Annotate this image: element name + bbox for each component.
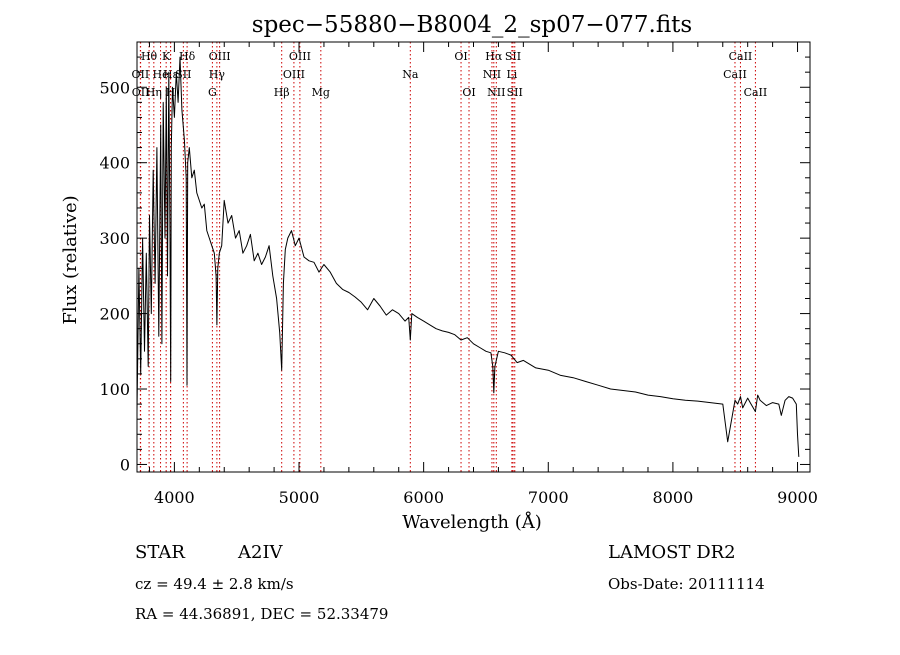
object-subclass: A2IV: [237, 542, 284, 563]
spectral-line-label: He: [153, 68, 169, 81]
spectral-line-label: Mg: [312, 86, 330, 99]
survey-name: LAMOST DR2: [608, 542, 736, 563]
x-tick-label: 9000: [777, 488, 818, 507]
x-tick-label: 5000: [279, 488, 320, 507]
x-tick-label: 4000: [154, 488, 195, 507]
spectral-line-label: Hθ: [141, 50, 158, 63]
spectral-line-label: OIII: [289, 50, 311, 63]
y-tick-label: 200: [99, 305, 130, 324]
spectral-line-label: Hβ: [274, 86, 290, 99]
spectral-line-label: Hη: [146, 86, 162, 99]
spectrum-line: [136, 56, 800, 457]
spectral-line-label: Hγ: [209, 68, 226, 81]
spectral-line-label: SII: [175, 68, 191, 81]
x-axis-label: Wavelength (Å): [402, 511, 542, 533]
spectral-line-label: OIII: [209, 50, 231, 63]
spectral-line-label: CaII: [723, 68, 747, 81]
spectral-line-label: K: [162, 50, 171, 63]
spectral-line-label: G: [208, 86, 217, 99]
redshift-velocity: cz = 49.4 ± 2.8 km/s: [135, 575, 294, 593]
spectral-line-label: NII: [487, 86, 505, 99]
plot-frame: [136, 41, 811, 473]
spectral-line-label: OI: [462, 86, 475, 99]
observation-date: Obs-Date: 20111114: [608, 575, 765, 593]
spectral-line-label: OI: [454, 50, 467, 63]
y-axis-label: Flux (relative): [60, 195, 81, 324]
y-tick-label: 300: [99, 229, 130, 248]
y-tick-label: 100: [99, 380, 130, 399]
spectral-line-label: H: [166, 86, 176, 99]
spectrum-series: [136, 56, 800, 457]
x-tick-label: 6000: [403, 488, 444, 507]
chart-title: spec−55880−B8004_2_sp07−077.fits: [252, 12, 692, 38]
coordinates: RA = 44.36891, DEC = 52.33479: [135, 605, 388, 623]
spectral-line-label: OIII: [283, 68, 305, 81]
spectral-line-label: CaII: [729, 50, 753, 63]
object-class: STAR: [135, 542, 185, 563]
spectral-line-label: CaII: [744, 86, 768, 99]
y-tick-label: 500: [99, 78, 130, 97]
spectral-line-label: OII: [132, 86, 150, 99]
spectral-line-label: Na: [402, 68, 419, 81]
spectral-line-label: SII: [505, 50, 521, 63]
spectral-line-label: Hδ: [179, 50, 196, 63]
spectral-line-label: SII: [507, 86, 523, 99]
y-tick-label: 400: [99, 154, 130, 173]
spectral-line-label: Li: [506, 68, 517, 81]
spectral-line-label: NII: [483, 68, 501, 81]
y-axis-ticks: 0 100 200 300 400 500: [99, 56, 810, 474]
y-tick-label: 0: [120, 455, 130, 474]
x-axis-ticks: 4000 5000 6000 7000 8000 9000: [148, 42, 818, 507]
x-tick-label: 8000: [653, 488, 694, 507]
spectral-line-label: Hα: [485, 50, 503, 63]
x-tick-label: 7000: [528, 488, 569, 507]
